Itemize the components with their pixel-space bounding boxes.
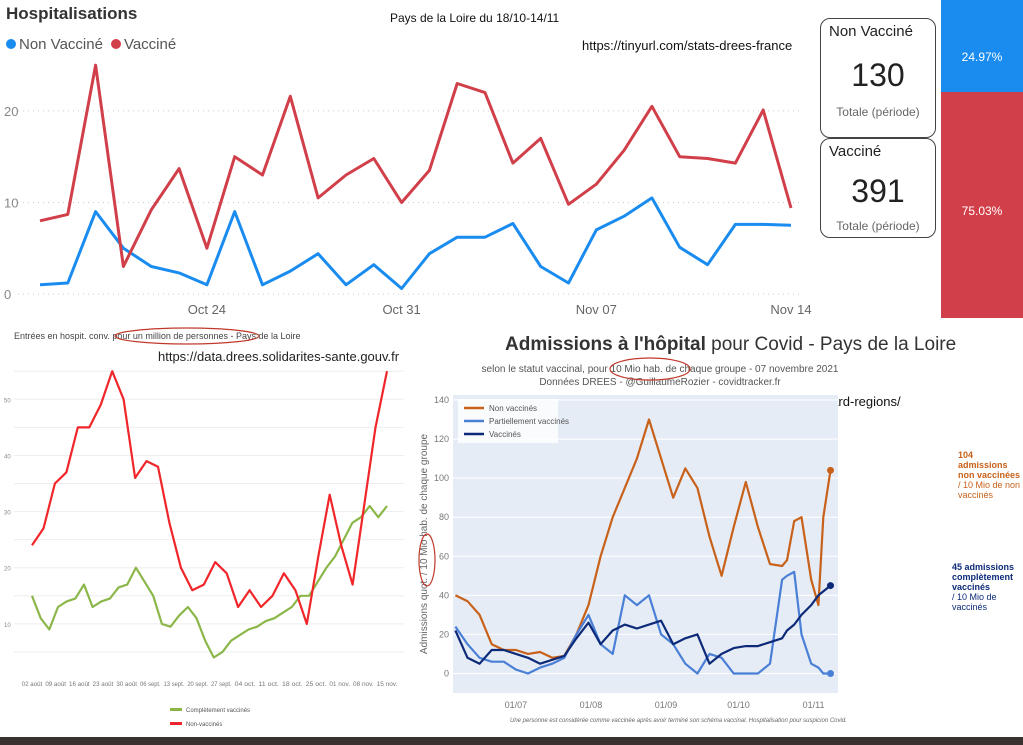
legend-non-vaccine: Non Vacciné <box>6 36 103 53</box>
legend-dot-icon <box>110 39 121 49</box>
x-tick-label: 25 oct. <box>306 682 327 688</box>
hospit-per-million-chart: 10 20 30 40 50 02 août 09 août 16 août 23 août 30… <box>4 370 404 728</box>
y-tick-label: 0 <box>444 668 449 678</box>
x-tick-label: 01/11 <box>803 700 825 710</box>
series-line-vaccine <box>39 63 793 268</box>
y-tick-label: 40 <box>439 590 449 600</box>
end-marker <box>827 466 835 474</box>
annotation-non-vaccines: 104 admissions non vaccinées/ 10 Mio de n… <box>958 450 1021 500</box>
x-tick-label: 08 nov. <box>353 682 374 688</box>
legend-label: Non vaccinés <box>489 404 537 413</box>
x-tick-label: 20 sept. <box>187 682 208 688</box>
x-tick-label: 18 oct. <box>282 682 303 688</box>
hospitalisations-chart: 0 10 20 Oct 24 Oct 31 Nov 07 Nov 14 <box>4 63 812 317</box>
y-axis-label: Admissions quot. / 10 Mio hab. de chaque… <box>419 433 430 654</box>
series-line-non-vaccines <box>454 418 832 659</box>
legend-label: Partiellement vaccinés <box>489 417 569 426</box>
chart-title: Hospitalisations <box>6 4 138 23</box>
series-line-non-vaccines <box>31 370 389 625</box>
y-tick-label: 0 <box>4 287 11 302</box>
y-tick-label: 100 <box>434 473 449 483</box>
x-tick-label: 02 août <box>22 682 43 688</box>
end-marker <box>827 582 835 590</box>
x-tick-label: 30 août <box>116 682 137 688</box>
footnote: Une personne est considérée comme vaccin… <box>510 718 847 724</box>
chart-credits: Données DREES - @GuillaumeRozier - covid… <box>539 377 781 388</box>
annotation-vaccines: 45 admissions complètement vaccinés/ 10 M… <box>952 562 1015 612</box>
end-marker <box>827 669 835 677</box>
annotation-ellipse <box>418 533 436 587</box>
kpi-label: Vacciné <box>829 143 882 160</box>
y-tick-label: 10 <box>4 623 11 629</box>
x-tick-label: 27 sept. <box>211 682 232 688</box>
admissions-chart: 0 20 40 60 80 100 120 140 01/07 01/08 01/09 01/10 01… <box>418 395 838 710</box>
y-tick-label: 20 <box>4 104 18 119</box>
source-url: https://data.drees.solidarites-sante.gou… <box>158 349 400 364</box>
x-tick-label: 01 nov. <box>329 682 350 688</box>
legend: Non Vacciné Vacciné <box>6 36 176 53</box>
y-tick-label: 80 <box>439 512 449 522</box>
y-tick-label: 30 <box>4 511 11 517</box>
y-tick-label: 20 <box>439 629 449 639</box>
x-tick-label: 01/08 <box>580 700 603 710</box>
x-tick-label: Nov 07 <box>576 302 617 317</box>
annotation-ellipse <box>609 357 691 381</box>
chart-subtitle: Pays de la Loire du 18/10-14/11 <box>390 11 560 25</box>
kpi-card-non-vaccine: Non Vacciné 130 Totale (période) <box>820 18 936 138</box>
chart-subtitle: selon le statut vaccinal, pour 10 Mio ha… <box>481 364 839 375</box>
kpi-value: 391 <box>851 173 905 209</box>
kpi-label: Non Vacciné <box>829 23 913 40</box>
share-label: 24.97% <box>961 50 1003 64</box>
series-line-non-vaccine <box>39 196 792 290</box>
legend-label: Vaccinés <box>489 430 521 439</box>
x-tick-label: 01/10 <box>727 700 750 710</box>
x-tick-label: Oct 24 <box>188 302 226 317</box>
y-tick-label: 50 <box>4 398 11 404</box>
bottom-strip <box>0 737 1023 745</box>
share-bar-vaccine: 75.03% <box>941 92 1023 318</box>
x-tick-label: 16 août <box>69 682 90 688</box>
legend-vaccine: Vacciné <box>110 36 176 53</box>
y-tick-label: 10 <box>4 195 18 210</box>
x-tick-label: 13 sept. <box>164 682 185 688</box>
kpi-caption: Totale (période) <box>836 219 920 233</box>
x-tick-label: 15 nov. <box>377 682 398 688</box>
share-label: 75.03% <box>961 204 1003 218</box>
legend-dot-icon <box>6 39 16 49</box>
y-tick-label: 60 <box>439 551 449 561</box>
legend-label: Complètement vaccinés <box>186 708 250 714</box>
legend-label: Non-vaccinés <box>186 722 222 728</box>
annotation-ellipse <box>114 327 260 345</box>
source-url: https://tinyurl.com/stats-drees-france <box>582 38 793 53</box>
share-bar-non-vaccine: 24.97% <box>941 0 1023 92</box>
series-line-fully-vaccinated <box>30 504 388 659</box>
chart-title: Entrées en hospit. conv. pour un million… <box>14 331 301 341</box>
legend-swatch <box>170 722 182 725</box>
series-line-vaccinated <box>454 584 832 665</box>
x-tick-label: 01/07 <box>505 700 528 710</box>
x-tick-label: 11 oct. <box>258 682 279 688</box>
y-tick-label: 120 <box>434 434 449 444</box>
x-tick-label: Oct 31 <box>382 302 420 317</box>
kpi-caption: Totale (période) <box>836 105 920 119</box>
x-tick-label: Nov 14 <box>770 302 811 317</box>
x-tick-label: 23 août <box>93 682 114 688</box>
kpi-value: 130 <box>851 57 905 93</box>
chart-title: Admissions à l'hôpital pour Covid - Pays… <box>505 334 957 355</box>
x-tick-label: 04 oct. <box>235 682 256 688</box>
series-line-partially-vaccinated <box>454 570 831 675</box>
kpi-card-vaccine: Vacciné 391 Totale (période) <box>820 138 936 238</box>
x-tick-label: 01/09 <box>655 700 678 710</box>
y-tick-label: 140 <box>434 395 449 405</box>
legend-swatch <box>170 708 182 711</box>
x-tick-label: 09 août <box>45 682 66 688</box>
y-tick-label: 40 <box>4 454 11 460</box>
x-tick-label: 06 sept. <box>140 682 161 688</box>
y-tick-label: 20 <box>4 567 11 573</box>
